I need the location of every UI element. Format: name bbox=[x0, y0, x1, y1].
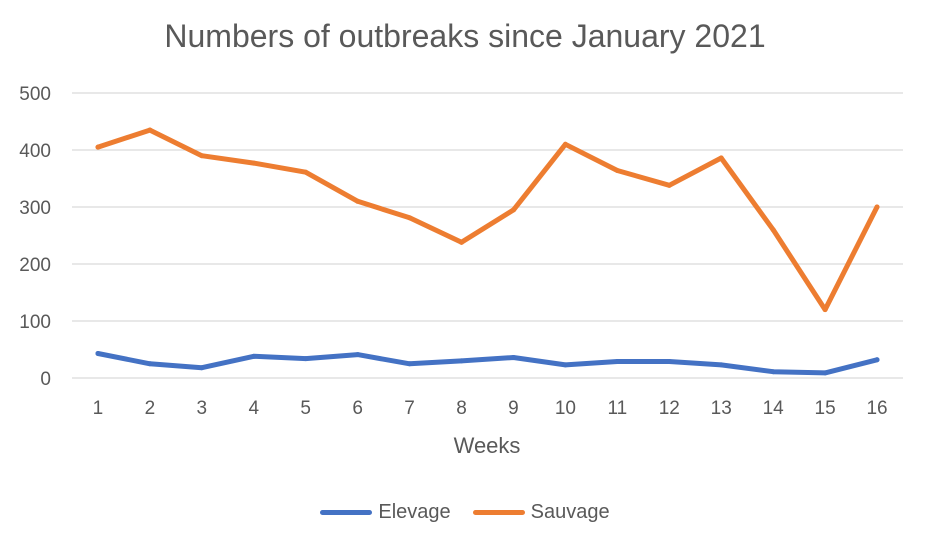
data-point-elevage bbox=[718, 362, 724, 368]
legend: Elevage Sauvage bbox=[0, 501, 930, 524]
data-point-elevage bbox=[510, 354, 516, 360]
data-point-elevage bbox=[874, 357, 880, 363]
y-tick-label: 100 bbox=[19, 312, 51, 333]
chart-title: Numbers of outbreaks since January 2021 bbox=[164, 18, 766, 54]
legend-item-sauvage: Sauvage bbox=[472, 501, 610, 524]
gridlines bbox=[72, 92, 903, 379]
data-point-sauvage bbox=[199, 153, 205, 159]
legend-swatch bbox=[320, 510, 373, 515]
data-point-sauvage bbox=[822, 307, 828, 313]
x-tick-label: 1 bbox=[93, 398, 104, 419]
series-line-sauvage bbox=[95, 127, 880, 313]
data-point-elevage bbox=[355, 352, 361, 358]
data-point-elevage bbox=[95, 350, 101, 356]
data-point-sauvage bbox=[355, 198, 361, 204]
x-tick-label: 4 bbox=[248, 398, 259, 419]
y-tick-label: 500 bbox=[19, 84, 51, 105]
data-point-elevage bbox=[666, 358, 672, 364]
data-point-sauvage bbox=[510, 207, 516, 213]
data-point-elevage bbox=[407, 361, 413, 367]
x-tick-label: 2 bbox=[145, 398, 156, 419]
data-point-sauvage bbox=[95, 144, 101, 150]
x-tick-label: 14 bbox=[763, 398, 785, 419]
x-tick-label: 16 bbox=[866, 398, 887, 419]
data-point-sauvage bbox=[770, 227, 776, 233]
y-tick-label: 400 bbox=[19, 141, 51, 162]
x-tick-label: 7 bbox=[404, 398, 415, 419]
data-point-sauvage bbox=[407, 215, 413, 221]
data-point-sauvage bbox=[562, 141, 568, 147]
data-point-elevage bbox=[822, 370, 828, 376]
x-tick-label: 13 bbox=[711, 398, 732, 419]
data-point-sauvage bbox=[666, 182, 672, 188]
series-line-elevage bbox=[95, 351, 880, 376]
x-tick-label: 3 bbox=[197, 398, 208, 419]
y-tick-label: 300 bbox=[19, 198, 51, 219]
data-point-sauvage bbox=[874, 204, 880, 210]
series-lines bbox=[95, 127, 880, 376]
y-axis-ticks: 0 100 200 300 400 500 bbox=[19, 84, 51, 390]
x-tick-label: 6 bbox=[352, 398, 363, 419]
x-tick-label: 8 bbox=[456, 398, 467, 419]
data-point-elevage bbox=[303, 356, 309, 362]
data-point-sauvage bbox=[303, 169, 309, 175]
x-tick-label: 11 bbox=[607, 398, 627, 419]
data-point-sauvage bbox=[459, 239, 465, 245]
legend-swatch bbox=[472, 510, 525, 515]
data-point-sauvage bbox=[147, 127, 153, 133]
data-point-elevage bbox=[147, 361, 153, 367]
data-point-elevage bbox=[562, 362, 568, 368]
data-point-elevage bbox=[614, 358, 620, 364]
data-point-sauvage bbox=[251, 160, 257, 166]
x-tick-label: 12 bbox=[659, 398, 680, 419]
legend-label: Sauvage bbox=[530, 501, 610, 523]
legend-item-elevage: Elevage bbox=[320, 501, 451, 524]
data-point-sauvage bbox=[614, 168, 620, 174]
data-point-elevage bbox=[770, 369, 776, 375]
legend-label: Elevage bbox=[378, 501, 451, 523]
x-tick-label: 9 bbox=[508, 398, 519, 419]
x-tick-label: 10 bbox=[555, 398, 576, 419]
x-tick-label: 15 bbox=[815, 398, 836, 419]
data-point-elevage bbox=[251, 353, 257, 359]
x-axis-ticks: 1 2 3 4 5 6 7 8 9 10 11 12 13 14 15 16 bbox=[93, 398, 888, 419]
data-point-elevage bbox=[459, 358, 465, 364]
x-axis-label: Weeks bbox=[454, 433, 521, 458]
y-tick-label: 0 bbox=[40, 369, 51, 390]
data-point-sauvage bbox=[718, 155, 724, 161]
data-point-elevage bbox=[199, 365, 205, 371]
x-tick-label: 5 bbox=[300, 398, 311, 419]
y-tick-label: 200 bbox=[19, 255, 51, 276]
